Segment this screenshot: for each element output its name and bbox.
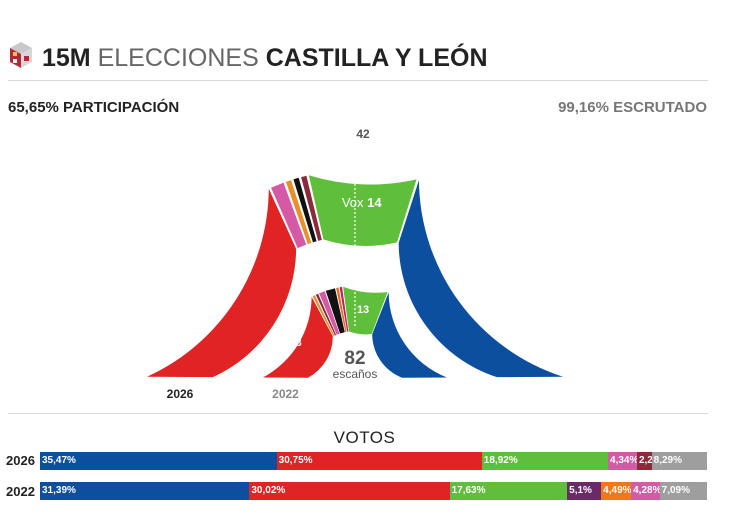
page-title: 15M ELECCIONES CASTILLA Y LEÓN — [42, 44, 488, 73]
party-name: Vox — [342, 195, 367, 210]
votes-segment-2026-4: 2,2 — [636, 452, 652, 470]
total-seats: 82 — [344, 348, 365, 369]
party-name: PSOE — [181, 275, 221, 290]
year-2022-label: 2022 — [272, 387, 299, 401]
seat-arc-2026-vox-5 — [308, 175, 417, 246]
header-divider — [8, 80, 708, 81]
seat-arc-2022-vox-7 — [343, 286, 388, 335]
party-seats: 30 — [221, 275, 235, 290]
bar-year-2026: 2026 — [6, 453, 35, 468]
participation-label: 65,65% PARTICIPACIÓN — [8, 99, 180, 116]
votes-segment-2026-3: 4,34% — [608, 452, 637, 470]
title-light: ELECCIONES — [97, 44, 259, 72]
party-name: PP — [479, 267, 500, 282]
year-2026-label: 2026 — [167, 387, 194, 401]
bar-year-2022: 2022 — [6, 484, 35, 499]
votes-segment-2022-2: 17,63% — [449, 482, 568, 500]
seats-label: escaños — [333, 367, 378, 381]
party-seats: 14 — [367, 195, 382, 210]
votes-segment-2026-5: 8,29% — [651, 452, 707, 470]
votes-title: VOTOS — [333, 428, 396, 447]
scrutinized-label: 99,16% ESCRUTADO — [558, 99, 707, 116]
votes-bar-2022: 31,39% 30,02% 17,63% 5,1% 4,49% 4,28% 7,09% — [40, 482, 707, 500]
seat-label-2026-pp: PP 33 — [479, 267, 514, 282]
seat-arc-2022-other-2 — [315, 293, 337, 336]
votes-segment-2022-5: 4,28% — [631, 482, 660, 500]
page-header: 15M ELECCIONES CASTILLA Y LEÓN — [8, 38, 708, 78]
seat-arc-2026-psoe-0 — [147, 188, 297, 378]
castilla-leon-flag-icon — [10, 42, 32, 68]
seat-arc-2026-pp-6 — [398, 180, 563, 378]
seat-label-2026-vox: Vox 14 — [342, 195, 383, 210]
seat-arc-2026-other-1 — [271, 182, 307, 249]
votes-segment-2022-6: 7,09% — [659, 482, 707, 500]
seat-arc-2026-other-4 — [301, 175, 322, 241]
seat-arc-2022-other-3 — [319, 291, 340, 335]
seat-arc-2022-psoe-0 — [263, 296, 333, 378]
title-bold: 15M — [42, 44, 91, 72]
votes-segment-2022-3: 5,1% — [567, 482, 602, 500]
seat-label-2026-psoe: PSOE 30 — [181, 275, 235, 290]
votes-divider — [8, 413, 708, 414]
seat-arc-2022-other-5 — [336, 287, 347, 333]
seat-arc-2022-other-1 — [312, 295, 335, 337]
party-seats: 33 — [499, 267, 513, 282]
seat-arc-2022-pp-8 — [372, 292, 447, 378]
votes-segment-2026-1: 30,75% — [276, 452, 482, 470]
seat-arc-2026-other-2 — [285, 180, 312, 245]
seat-label-2022-vox: 13 — [357, 304, 369, 316]
votes-segment-2022-1: 30,02% — [249, 482, 450, 500]
seat-label-2022-psoe: 28 — [289, 337, 301, 349]
votes-bar-2026: 35,47% 30,75% 18,92% 4,34% 2,2 8,29% — [40, 452, 707, 470]
votes-segment-2026-0: 35,47% — [40, 452, 277, 470]
majority-label: 42 — [356, 127, 370, 141]
votes-segment-2022-4: 4,49% — [601, 482, 632, 500]
seat-arc-2022-other-4 — [325, 288, 345, 334]
seat-arc-2026-other-3 — [293, 177, 317, 243]
title-region: CASTILLA Y LEÓN — [265, 44, 488, 72]
votes-segment-2022-0: 31,39% — [40, 482, 250, 500]
seat-arc-2022-other-6 — [339, 286, 349, 332]
votes-segment-2026-2: 18,92% — [481, 452, 609, 470]
seat-label-2022-pp: 31 — [406, 334, 418, 346]
